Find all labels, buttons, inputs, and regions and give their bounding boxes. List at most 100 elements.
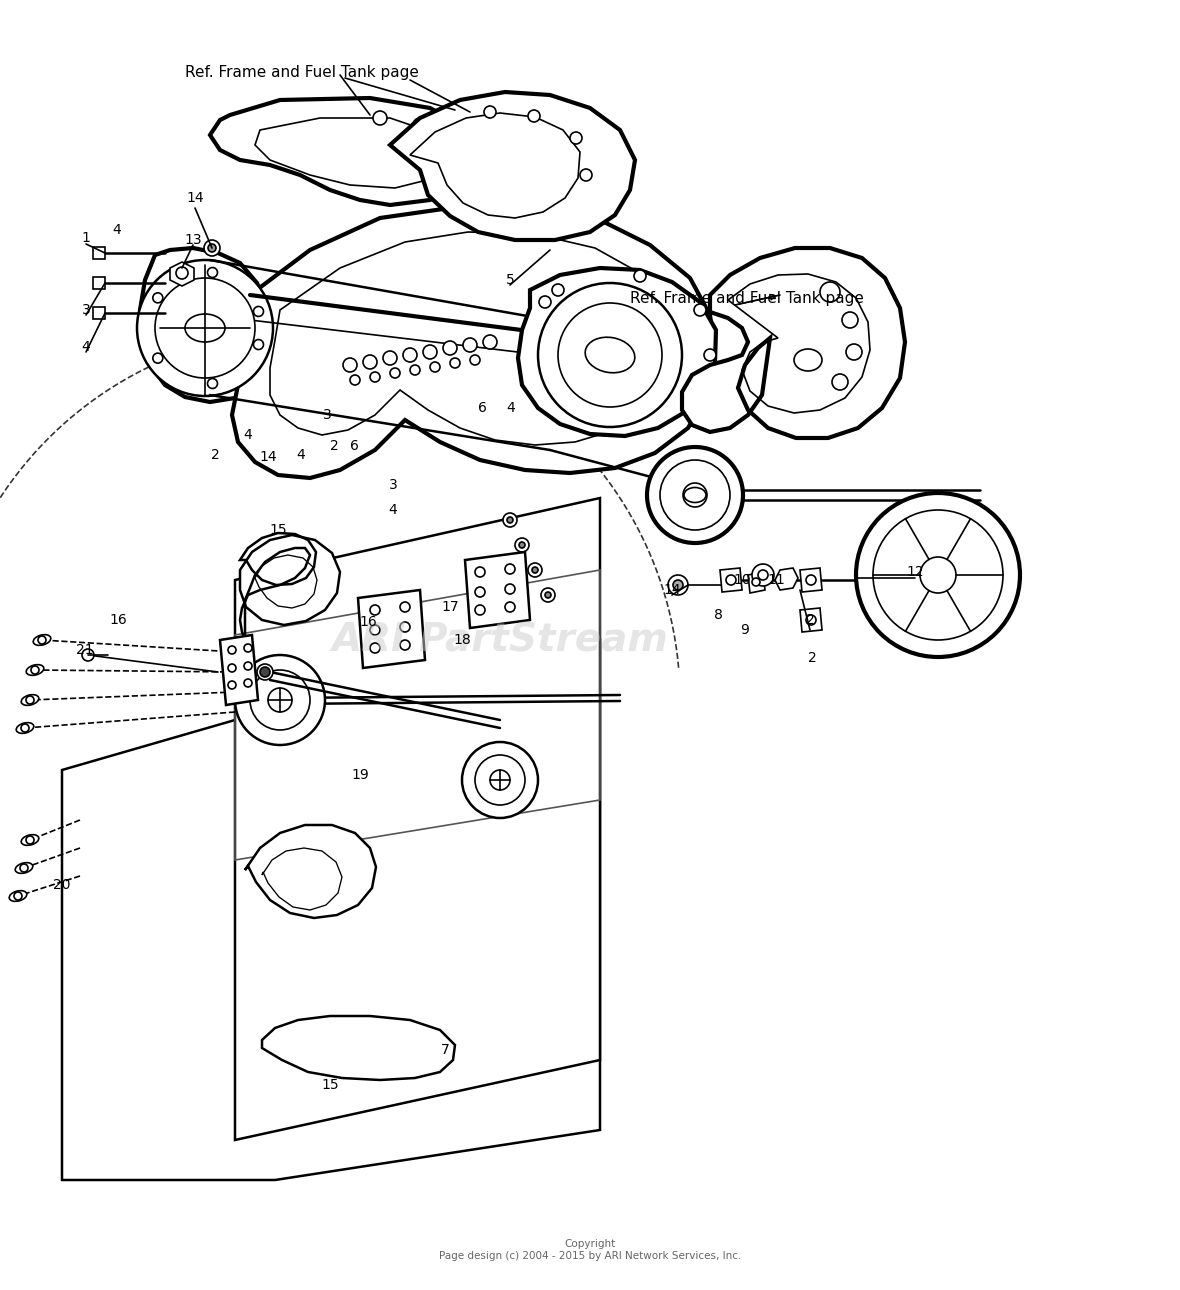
Text: 7: 7 <box>440 1044 450 1057</box>
Circle shape <box>26 836 34 844</box>
Text: ARI PartStream: ARI PartStream <box>332 620 668 659</box>
Polygon shape <box>775 568 798 590</box>
Text: 11: 11 <box>767 573 785 587</box>
Text: 21: 21 <box>77 642 94 657</box>
Circle shape <box>806 615 817 624</box>
Circle shape <box>373 111 387 125</box>
Text: 14: 14 <box>663 583 681 597</box>
Text: Copyright
Page design (c) 2004 - 2015 by ARI Network Services, Inc.: Copyright Page design (c) 2004 - 2015 by… <box>439 1240 741 1260</box>
Circle shape <box>228 646 236 654</box>
Circle shape <box>31 666 39 673</box>
Circle shape <box>254 307 263 316</box>
Polygon shape <box>682 248 905 439</box>
Text: 12: 12 <box>906 565 924 579</box>
Text: 2: 2 <box>329 439 339 453</box>
Circle shape <box>758 570 768 580</box>
Ellipse shape <box>15 863 33 873</box>
Ellipse shape <box>794 350 822 372</box>
Circle shape <box>176 267 188 279</box>
Text: 14: 14 <box>186 191 204 205</box>
Circle shape <box>527 562 542 577</box>
Circle shape <box>363 355 376 369</box>
Circle shape <box>404 348 417 362</box>
Text: 5: 5 <box>505 273 514 286</box>
Circle shape <box>470 355 480 365</box>
Circle shape <box>668 575 688 595</box>
Polygon shape <box>800 608 822 632</box>
Text: 17: 17 <box>441 600 459 614</box>
Text: Ref. Frame and Fuel Tank page: Ref. Frame and Fuel Tank page <box>185 66 419 80</box>
Ellipse shape <box>21 694 39 706</box>
Text: 15: 15 <box>269 522 287 537</box>
Polygon shape <box>720 568 742 592</box>
Polygon shape <box>800 568 822 592</box>
Text: 4: 4 <box>296 448 306 462</box>
Circle shape <box>832 374 848 390</box>
Circle shape <box>694 304 706 316</box>
Text: Ref. Frame and Fuel Tank page: Ref. Frame and Fuel Tank page <box>630 290 864 306</box>
Circle shape <box>752 564 774 586</box>
Circle shape <box>581 169 592 181</box>
Polygon shape <box>210 98 480 205</box>
Text: 1: 1 <box>81 231 91 245</box>
Text: 2: 2 <box>807 651 817 666</box>
Polygon shape <box>748 571 765 593</box>
Text: 8: 8 <box>714 608 722 622</box>
Polygon shape <box>232 208 715 479</box>
Polygon shape <box>240 535 340 624</box>
Text: 10: 10 <box>733 573 750 587</box>
Polygon shape <box>465 552 530 628</box>
Text: 4: 4 <box>112 223 122 237</box>
Polygon shape <box>219 635 258 706</box>
Circle shape <box>350 375 360 384</box>
Circle shape <box>343 359 358 372</box>
Circle shape <box>519 542 525 548</box>
Ellipse shape <box>185 313 225 342</box>
Circle shape <box>726 575 736 584</box>
Circle shape <box>204 240 219 255</box>
Circle shape <box>409 365 420 375</box>
Text: 4: 4 <box>506 401 516 415</box>
Circle shape <box>505 602 514 611</box>
Circle shape <box>673 580 683 590</box>
Circle shape <box>450 359 460 368</box>
Circle shape <box>484 106 496 117</box>
Polygon shape <box>235 498 599 1140</box>
Text: 19: 19 <box>352 768 369 782</box>
Text: 4: 4 <box>243 428 253 442</box>
Circle shape <box>21 724 30 731</box>
Circle shape <box>476 755 525 805</box>
Circle shape <box>254 339 263 350</box>
Text: 3: 3 <box>322 408 332 422</box>
Circle shape <box>208 244 216 252</box>
Circle shape <box>228 664 236 672</box>
Circle shape <box>570 132 582 144</box>
Circle shape <box>371 605 380 615</box>
Circle shape <box>920 557 956 593</box>
Circle shape <box>538 283 682 427</box>
Circle shape <box>843 312 858 328</box>
Circle shape <box>540 588 555 602</box>
Circle shape <box>155 279 255 378</box>
Circle shape <box>20 864 28 872</box>
Circle shape <box>244 644 253 651</box>
FancyBboxPatch shape <box>93 277 105 289</box>
Circle shape <box>552 284 564 295</box>
Circle shape <box>260 667 270 677</box>
Circle shape <box>384 351 396 365</box>
Circle shape <box>81 649 94 660</box>
Circle shape <box>250 670 310 730</box>
Polygon shape <box>245 826 376 918</box>
Circle shape <box>152 353 163 364</box>
Circle shape <box>438 141 452 155</box>
Circle shape <box>527 110 540 123</box>
Circle shape <box>152 293 163 303</box>
Circle shape <box>532 568 538 573</box>
Ellipse shape <box>585 337 635 373</box>
Polygon shape <box>391 92 635 240</box>
Text: 2: 2 <box>210 448 219 462</box>
Circle shape <box>704 350 716 361</box>
Circle shape <box>490 770 510 789</box>
Circle shape <box>228 681 236 689</box>
Text: 13: 13 <box>184 233 202 246</box>
